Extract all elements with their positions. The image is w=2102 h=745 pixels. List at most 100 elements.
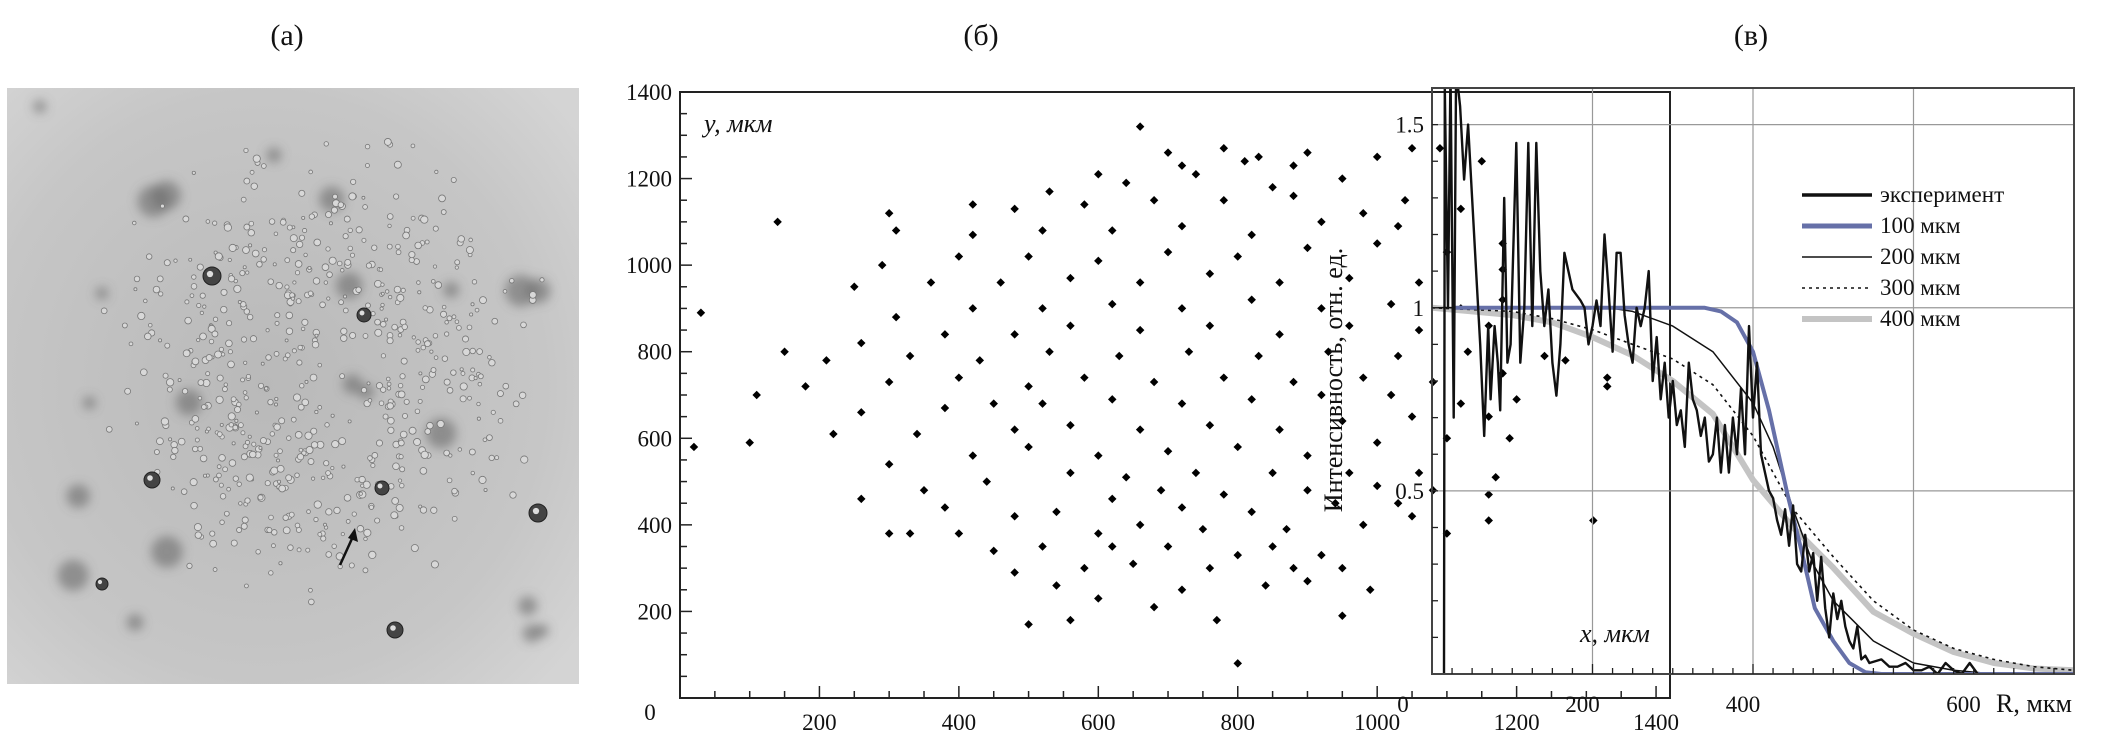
droplet [184, 299, 190, 305]
droplet [276, 464, 285, 473]
droplet [192, 445, 199, 453]
droplet [402, 231, 410, 240]
droplet [277, 448, 283, 454]
droplet [265, 354, 272, 361]
droplet [486, 434, 493, 441]
droplet [343, 294, 347, 299]
droplet [307, 265, 312, 271]
droplet [274, 402, 278, 407]
scatter-point [1163, 447, 1173, 456]
scatter-point [1338, 611, 1347, 620]
legend-label: эксперимент [1880, 182, 2004, 207]
droplet [330, 465, 335, 471]
droplet [491, 317, 499, 325]
droplet [348, 562, 355, 569]
droplet [473, 376, 478, 381]
droplet [276, 479, 282, 484]
droplet [387, 416, 395, 425]
droplet [218, 346, 224, 352]
droplet [296, 547, 302, 553]
scatter-point [1233, 550, 1242, 560]
droplet [258, 445, 263, 450]
droplet [206, 426, 211, 432]
droplet [170, 453, 177, 460]
droplet [347, 245, 353, 252]
droplet [156, 275, 164, 283]
droplet [199, 310, 204, 316]
droplet [384, 317, 389, 322]
y-tick-label: 600 [638, 426, 673, 451]
droplet [199, 292, 206, 299]
scatter-point [968, 200, 978, 209]
droplet [380, 353, 386, 359]
droplet [488, 454, 495, 462]
droplet [222, 466, 228, 473]
x-axis-label: x, мкм [1579, 619, 1650, 648]
scatter-point [1177, 304, 1187, 313]
panel-label-b: (б) [963, 19, 998, 52]
scatter-point [1303, 576, 1312, 586]
droplet [414, 408, 421, 415]
scatter-point [1407, 511, 1417, 521]
scatter-point [940, 330, 950, 339]
droplet [182, 215, 190, 223]
droplet-highlight [359, 310, 365, 316]
scatter-point [822, 356, 831, 365]
droplet [307, 290, 314, 297]
droplet [374, 328, 383, 337]
droplet [227, 275, 236, 283]
droplet [469, 347, 476, 355]
droplet [520, 321, 527, 329]
droplet [386, 381, 392, 387]
scatter-point [1135, 425, 1145, 434]
scatter-point [877, 260, 887, 270]
droplet [308, 213, 315, 220]
droplet [285, 311, 294, 320]
droplet [340, 334, 348, 342]
scatter-point [1303, 148, 1312, 157]
y-tick-label: 1 [1413, 296, 1425, 321]
droplet [186, 562, 193, 569]
droplet [135, 421, 139, 426]
droplet [370, 462, 376, 469]
large-droplet [143, 471, 161, 489]
scatter-point [1024, 620, 1033, 629]
droplet [278, 561, 283, 566]
scatter-point [1045, 347, 1054, 356]
scatter-point [1066, 468, 1075, 478]
droplet [240, 301, 247, 308]
droplet [351, 511, 357, 517]
droplet [438, 194, 446, 203]
droplet [273, 452, 279, 458]
droplet [462, 335, 469, 343]
scatter-point [1191, 468, 1201, 478]
scatter-point [1094, 529, 1103, 538]
scatter-point [857, 494, 866, 504]
droplet [413, 438, 422, 446]
droplet [451, 515, 458, 522]
droplet [254, 410, 259, 415]
droplet [245, 439, 251, 445]
droplet [433, 355, 439, 360]
droplet [272, 262, 277, 267]
blurred-droplet [151, 536, 183, 568]
droplet [320, 475, 326, 480]
scatter-point [1080, 200, 1089, 209]
droplet [462, 347, 471, 356]
droplet [219, 493, 227, 500]
droplet [416, 280, 421, 285]
scatter-point [1219, 490, 1229, 499]
droplet [393, 160, 402, 169]
droplet [211, 330, 219, 338]
droplet [265, 328, 270, 333]
droplet [386, 386, 392, 391]
droplet [290, 296, 295, 301]
scatter-point [1010, 511, 1019, 521]
scatter-point [1052, 581, 1061, 590]
droplet [160, 417, 169, 426]
droplet [319, 301, 326, 309]
series-line-300um [1432, 307, 2074, 672]
scatter-point [1505, 434, 1514, 443]
droplet [278, 417, 286, 425]
droplet [230, 539, 238, 547]
